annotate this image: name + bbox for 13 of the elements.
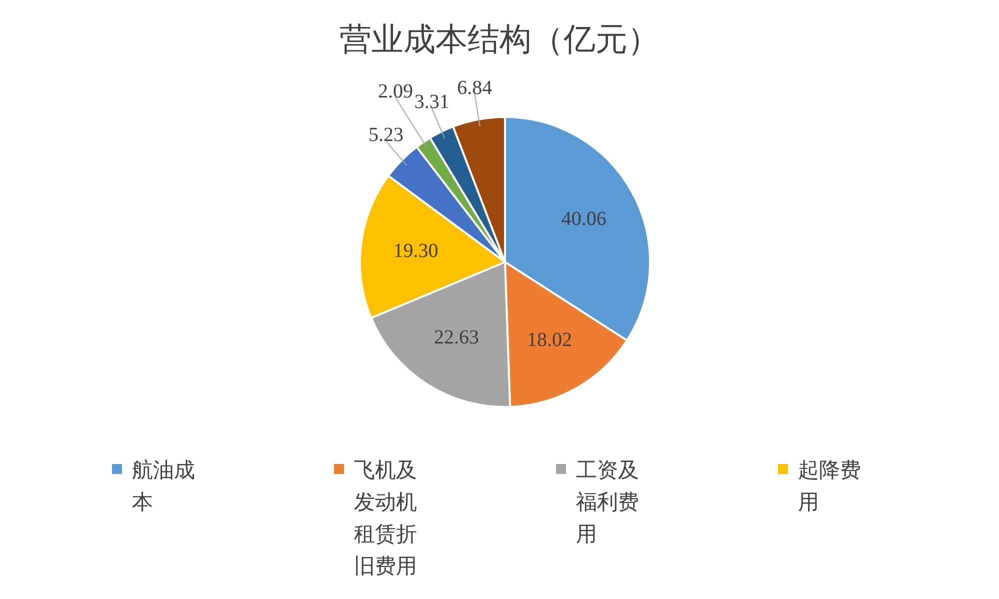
data-label: 22.63: [434, 326, 479, 349]
data-label: 6.84: [457, 77, 492, 100]
legend-label: 起降费用: [798, 458, 861, 514]
data-label: 19.30: [393, 240, 438, 262]
legend-label: 工资及福利费用: [576, 458, 639, 546]
legend-label: 飞机及发动机租赁折旧费用: [354, 458, 417, 578]
data-label: 2.09: [378, 80, 413, 102]
legend-label: 航油成本: [132, 458, 195, 514]
data-label: 5.23: [368, 124, 404, 146]
data-label: 3.31: [414, 91, 450, 114]
data-label: 40.06: [561, 208, 606, 230]
data-label: 18.02: [526, 329, 572, 352]
chart-title: 营业成本结构（亿元）: [340, 20, 660, 58]
